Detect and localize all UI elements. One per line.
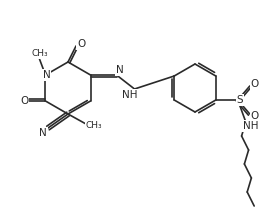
Text: N: N — [116, 65, 123, 75]
Text: S: S — [237, 95, 243, 105]
Text: CH₃: CH₃ — [31, 50, 48, 58]
Text: O: O — [251, 111, 259, 121]
Text: CH₃: CH₃ — [86, 122, 102, 130]
Text: NH: NH — [122, 90, 137, 100]
Text: O: O — [20, 96, 29, 106]
Text: NH: NH — [243, 121, 259, 131]
Text: N: N — [43, 70, 50, 80]
Text: N: N — [39, 128, 47, 138]
Text: O: O — [251, 79, 259, 89]
Text: O: O — [77, 39, 85, 49]
